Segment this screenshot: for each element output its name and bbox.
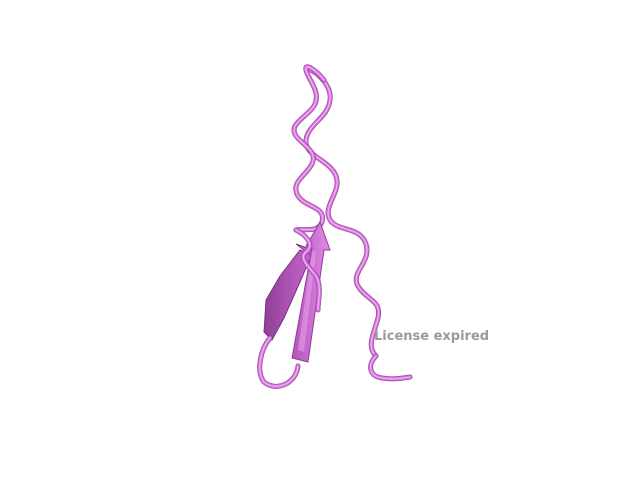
coil-loop-front bbox=[291, 64, 327, 233]
coil-crossover bbox=[293, 227, 322, 313]
license-watermark: License expired bbox=[374, 329, 490, 344]
coil-loop-back bbox=[303, 65, 382, 359]
coil-tail bbox=[368, 353, 413, 382]
coil-hairpin bbox=[257, 335, 301, 389]
